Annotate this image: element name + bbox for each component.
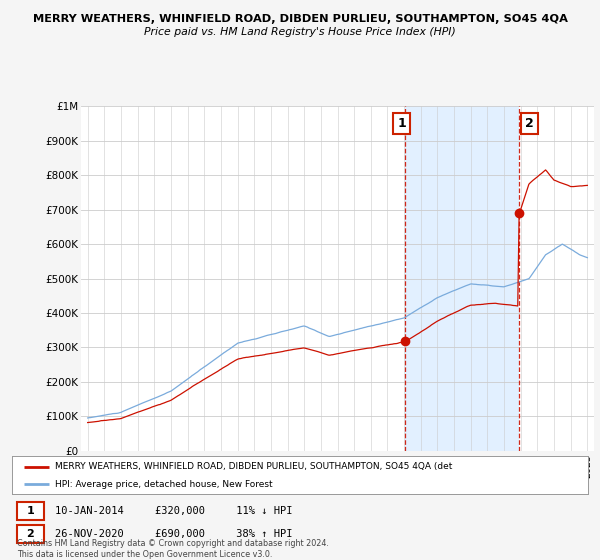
- Bar: [17, 525, 44, 543]
- Text: 2: 2: [525, 117, 534, 130]
- Text: 26-NOV-2020     £690,000     38% ↑ HPI: 26-NOV-2020 £690,000 38% ↑ HPI: [55, 529, 293, 539]
- Text: 1: 1: [26, 506, 34, 516]
- Text: MERRY WEATHERS, WHINFIELD ROAD, DIBDEN PURLIEU, SOUTHAMPTON, SO45 4QA: MERRY WEATHERS, WHINFIELD ROAD, DIBDEN P…: [32, 14, 568, 24]
- Text: 2: 2: [26, 529, 34, 539]
- Bar: [17, 502, 44, 520]
- Text: Price paid vs. HM Land Registry's House Price Index (HPI): Price paid vs. HM Land Registry's House …: [144, 27, 456, 37]
- Text: MERRY WEATHERS, WHINFIELD ROAD, DIBDEN PURLIEU, SOUTHAMPTON, SO45 4QA (det: MERRY WEATHERS, WHINFIELD ROAD, DIBDEN P…: [55, 462, 452, 471]
- Bar: [405, 106, 520, 451]
- Text: 10-JAN-2014     £320,000     11% ↓ HPI: 10-JAN-2014 £320,000 11% ↓ HPI: [55, 506, 293, 516]
- Text: Contains HM Land Registry data © Crown copyright and database right 2024.
This d: Contains HM Land Registry data © Crown c…: [17, 539, 328, 559]
- Text: 1: 1: [397, 117, 406, 130]
- Text: HPI: Average price, detached house, New Forest: HPI: Average price, detached house, New …: [55, 479, 273, 488]
